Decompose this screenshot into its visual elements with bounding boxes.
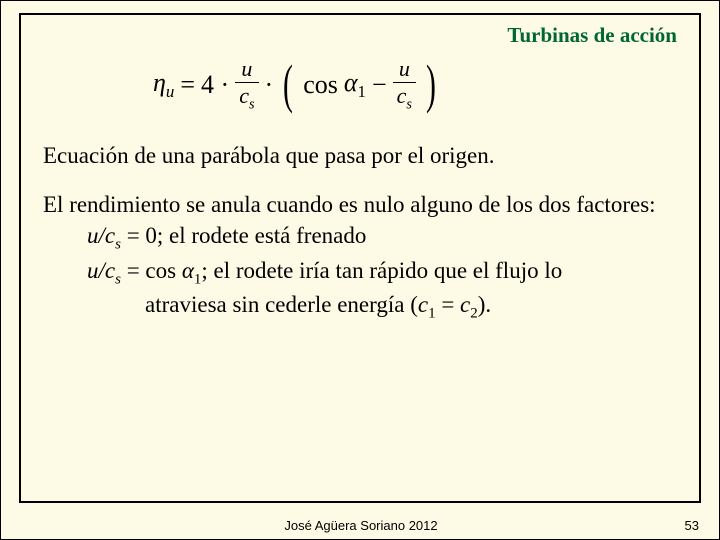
- eq-dot: ·: [265, 70, 274, 100]
- paragraph-2: El rendimiento se anula cuando es nulo a…: [43, 189, 677, 220]
- eq-cos: cos: [303, 70, 338, 100]
- eq-frac1: u cs: [235, 58, 258, 112]
- line-factor-2: u/cs = cos α1; el rodete iría tan rápido…: [43, 255, 677, 290]
- eq-coef: 4 ·: [201, 70, 229, 100]
- line-factor-2-cont: atraviesa sin cederle energía (c1 = c2).: [43, 289, 677, 324]
- footer-author: José Agüera Soriano 2012: [284, 518, 437, 533]
- equation: ηu = 4 · u cs · ( cos α1 − u cs ): [153, 58, 677, 112]
- eq-equals: =: [180, 70, 195, 100]
- eq-eta: η: [153, 68, 166, 97]
- slide-header: Turbinas de acción: [43, 23, 677, 48]
- slide: Turbinas de acción ηu = 4 · u cs · ( cos…: [0, 0, 720, 540]
- eq-frac1-den: cs: [235, 82, 258, 112]
- eq-frac2: u cs: [393, 58, 416, 112]
- footer: José Agüera Soriano 2012 53: [1, 518, 720, 533]
- eq-eta-sub: u: [166, 82, 174, 101]
- ratio-2: u/cs: [87, 258, 121, 283]
- ratio-1: u/cs: [87, 223, 121, 248]
- slide-content: Turbinas de acción ηu = 4 · u cs · ( cos…: [19, 13, 701, 503]
- eq-paren-right: ): [426, 63, 436, 106]
- header-title: Turbinas de acción: [507, 23, 677, 47]
- line-factor-1: u/cs = 0; el rodete está frenado: [43, 220, 677, 255]
- eq-minus: −: [372, 70, 387, 100]
- eq-paren-left: (: [283, 63, 293, 106]
- eq-alpha: α1: [344, 68, 366, 102]
- eq-frac2-den: cs: [393, 82, 416, 112]
- eq-frac2-num: u: [395, 58, 414, 82]
- eq-frac1-num: u: [237, 58, 256, 82]
- body-text: Ecuación de una parábola que pasa por el…: [43, 140, 677, 324]
- footer-page: 53: [685, 518, 699, 533]
- paragraph-1: Ecuación de una parábola que pasa por el…: [43, 140, 677, 171]
- eq-lhs: ηu: [153, 68, 174, 102]
